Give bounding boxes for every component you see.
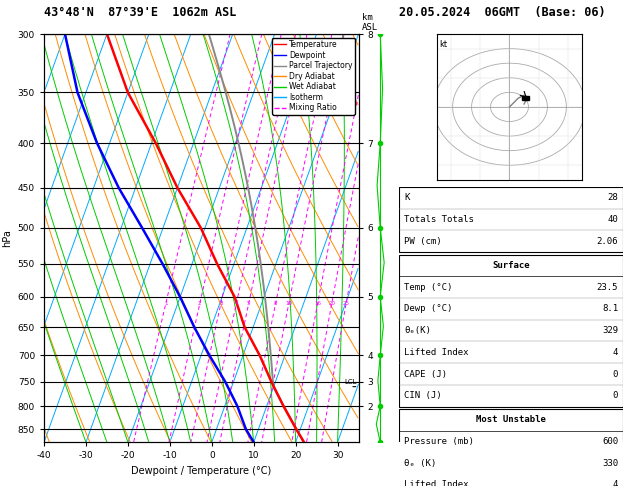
Text: 43°48'N  87°39'E  1062m ASL: 43°48'N 87°39'E 1062m ASL <box>44 6 237 19</box>
Text: Lifted Index: Lifted Index <box>404 348 469 357</box>
Text: Surface: Surface <box>493 261 530 270</box>
Text: 40: 40 <box>608 215 618 224</box>
Bar <box>399 187 623 252</box>
Legend: Temperature, Dewpoint, Parcel Trajectory, Dry Adiabat, Wet Adiabat, Isotherm, Mi: Temperature, Dewpoint, Parcel Trajectory… <box>272 38 355 115</box>
Text: 28: 28 <box>608 193 618 203</box>
Text: 20: 20 <box>328 301 335 306</box>
Text: Lifted Index: Lifted Index <box>404 481 469 486</box>
Text: 600: 600 <box>602 437 618 446</box>
Y-axis label: hPa: hPa <box>2 229 12 247</box>
Text: θₑ (K): θₑ (K) <box>404 459 436 468</box>
Text: θₑ(K): θₑ(K) <box>404 326 431 335</box>
Text: 3: 3 <box>219 301 223 306</box>
Bar <box>399 255 623 406</box>
Text: 0: 0 <box>613 391 618 400</box>
Text: Totals Totals: Totals Totals <box>404 215 474 224</box>
Text: 10: 10 <box>286 301 292 306</box>
Text: 0: 0 <box>613 369 618 379</box>
Text: CIN (J): CIN (J) <box>404 391 442 400</box>
Text: Pressure (mb): Pressure (mb) <box>404 437 474 446</box>
Text: 329: 329 <box>602 326 618 335</box>
Text: 8.1: 8.1 <box>602 304 618 313</box>
Text: kt: kt <box>440 40 448 49</box>
Text: 4: 4 <box>613 481 618 486</box>
X-axis label: Dewpoint / Temperature (°C): Dewpoint / Temperature (°C) <box>131 466 271 476</box>
Text: PW (cm): PW (cm) <box>404 237 442 246</box>
Text: K: K <box>404 193 409 203</box>
Text: Temp (°C): Temp (°C) <box>404 283 452 292</box>
Text: 1: 1 <box>164 301 167 306</box>
Bar <box>399 409 623 486</box>
Text: Most Unstable: Most Unstable <box>476 416 546 424</box>
Text: 2.06: 2.06 <box>597 237 618 246</box>
Text: 8: 8 <box>274 301 277 306</box>
Text: CAPE (J): CAPE (J) <box>404 369 447 379</box>
Text: 25: 25 <box>343 301 350 306</box>
Text: 4: 4 <box>613 348 618 357</box>
Text: 5: 5 <box>247 301 250 306</box>
Text: 23.5: 23.5 <box>597 283 618 292</box>
Text: 20.05.2024  06GMT  (Base: 06): 20.05.2024 06GMT (Base: 06) <box>399 6 606 19</box>
Text: 4: 4 <box>235 301 238 306</box>
Text: 16: 16 <box>314 301 321 306</box>
Text: Dewp (°C): Dewp (°C) <box>404 304 452 313</box>
Text: km: km <box>362 13 372 22</box>
Text: 330: 330 <box>602 459 618 468</box>
Text: LCL: LCL <box>344 379 357 384</box>
Text: ASL: ASL <box>362 22 378 32</box>
Text: 2: 2 <box>198 301 202 306</box>
